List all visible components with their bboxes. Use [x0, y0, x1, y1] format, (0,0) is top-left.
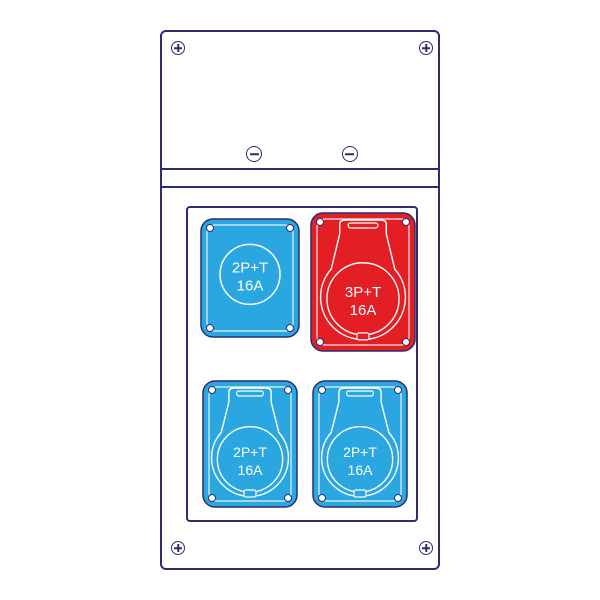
- screw-slot: [342, 146, 358, 162]
- svg-text:16A: 16A: [350, 302, 377, 319]
- divider: [162, 168, 438, 188]
- svg-text:2P+T: 2P+T: [232, 259, 268, 276]
- svg-text:16A: 16A: [238, 462, 264, 478]
- screw-phillips: [171, 541, 185, 555]
- socket-blue-bottom-left: 2P+T 16A: [202, 380, 298, 508]
- svg-text:16A: 16A: [348, 462, 374, 478]
- socket-flat-top-left: 2P+T 16A: [200, 218, 300, 338]
- socket-blue-bottom-right: 2P+T 16A: [312, 380, 408, 508]
- distribution-panel: 2P+T 16A 3P+T 16A 2P+T 16A: [160, 30, 440, 570]
- svg-text:2P+T: 2P+T: [343, 444, 377, 460]
- screw-phillips: [419, 41, 433, 55]
- screw-phillips: [419, 541, 433, 555]
- svg-text:16A: 16A: [237, 277, 264, 294]
- socket-red-top-right: 3P+T 16A: [310, 212, 416, 352]
- screw-slot: [246, 146, 262, 162]
- svg-text:3P+T: 3P+T: [345, 284, 381, 301]
- screw-phillips: [171, 41, 185, 55]
- svg-text:2P+T: 2P+T: [233, 444, 267, 460]
